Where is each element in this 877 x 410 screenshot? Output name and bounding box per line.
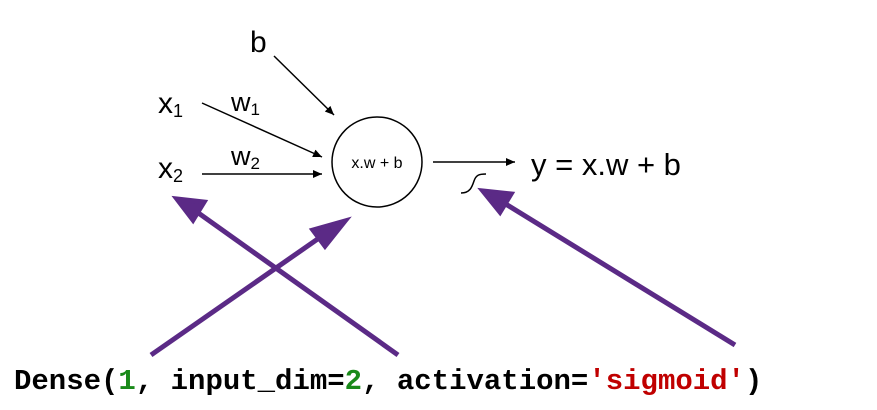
units-arrow-head [308,216,352,251]
neuron-node [331,116,423,208]
svg-text:w2: w2 [230,141,260,173]
svg-text:w1: w1 [230,87,260,119]
weight-w1-label: w1 [230,87,260,119]
input1-arrow [201,102,323,158]
units-arrow [149,233,324,358]
input-x2-label: x2 [158,152,183,186]
activation-arrow-head [477,187,516,217]
input-dim-arrow-head [171,195,209,225]
code-line: Dense(1, input_dim=2, activation='sigmoi… [14,365,762,398]
node-label: x.w + b [351,155,402,172]
input-dim-arrow [195,209,400,358]
sigmoid-symbol-icon [460,173,487,194]
weight-w2-label: w2 [230,141,260,173]
output-label: y = x.w + b [531,147,681,182]
bias-label: b [250,26,267,59]
svg-text:x1: x1 [158,87,183,121]
bias-arrow [273,55,335,116]
svg-text:x2: x2 [158,152,183,186]
input-x1-label: x1 [158,87,183,121]
activation-arrow [502,200,737,348]
